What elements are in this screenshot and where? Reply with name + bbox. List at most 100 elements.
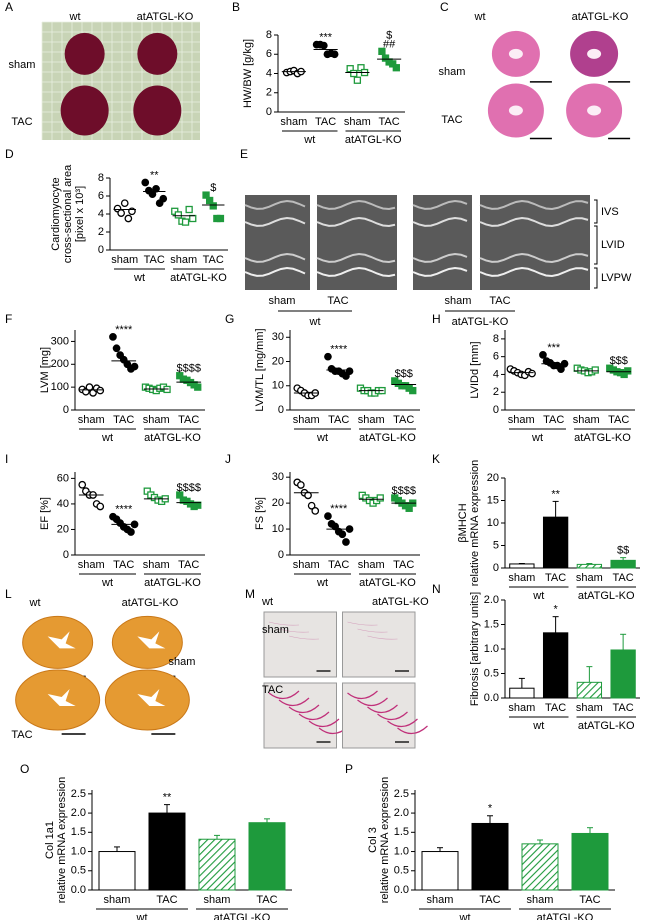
echo-trace (479, 266, 589, 277)
group-label: atATGL-KO (214, 912, 271, 920)
data-point (528, 369, 536, 378)
panel-letter: G (225, 312, 234, 326)
echo-image (317, 195, 397, 290)
significance-label: ** (163, 792, 172, 804)
group-label: wt (531, 432, 543, 444)
echo-trace (412, 252, 468, 263)
y-tick-label: 0 (493, 404, 499, 416)
x-tick-label: sham (358, 414, 385, 426)
collagen-fiber (367, 635, 398, 640)
echo-image (480, 195, 590, 290)
collagen-fiber (347, 690, 378, 700)
x-tick-label: sham (427, 894, 454, 906)
y-tick-label: 0 (98, 244, 104, 256)
panel-letter: M (245, 587, 255, 601)
column-label: wt (69, 11, 81, 23)
x-tick-label: TAC (545, 702, 566, 714)
y-tick-label: 20 (272, 497, 284, 509)
y-axis-label: Fibrosis [arbitrary units] (469, 592, 481, 706)
collagen-fiber (347, 621, 378, 626)
collagen-fiber (268, 690, 300, 700)
group-label: wt (136, 912, 148, 920)
column-label: atATGL-KO (372, 596, 429, 608)
heart-lumen (137, 631, 166, 649)
x-tick-label: TAC (328, 559, 349, 571)
significance-label: *** (319, 32, 333, 44)
bar (542, 632, 569, 699)
y-axis-label: relative mRNA expression (56, 777, 68, 904)
y-axis-label: relative mRNA expression (379, 777, 391, 904)
heart-photo (64, 32, 105, 75)
y-tick-label: 1.5 (394, 826, 409, 838)
y-tick-label: 6 (98, 190, 104, 202)
y-tick-label: 0 (493, 562, 499, 574)
bar (610, 559, 636, 569)
panel-letter: P (345, 762, 353, 776)
collagen-fiber (298, 711, 330, 721)
y-axis-label: cross-sectional area (62, 164, 74, 263)
brace (594, 225, 598, 265)
bar (421, 851, 459, 891)
column-label: atATGL-KO (137, 11, 194, 23)
y-tick-label: 0 (63, 404, 69, 416)
group-label: atATGL-KO (144, 432, 201, 444)
panel-letter: F (5, 312, 12, 326)
significance-label: ## (383, 38, 396, 50)
collagen-fiber (268, 621, 300, 626)
panel-letter: D (5, 147, 14, 161)
data-point (112, 344, 121, 353)
data-point (324, 512, 332, 520)
x-tick-label: sham (573, 414, 600, 426)
column-label: atATGL-KO (122, 597, 179, 609)
significance-label: **** (115, 324, 133, 336)
x-tick-label: TAC (489, 295, 510, 307)
x-tick-label: TAC (113, 559, 134, 571)
significance-label: $$$ (610, 355, 628, 367)
data-point (109, 333, 117, 341)
panel-letter: H (432, 312, 441, 326)
echo-trace (316, 252, 396, 263)
layer-label: LVPW (601, 272, 632, 284)
data-point (311, 507, 320, 515)
y-tick-label: 4 (266, 67, 272, 79)
significance-label: *** (547, 342, 561, 354)
y-tick-label: 6 (266, 48, 272, 60)
data-point (319, 41, 328, 50)
y-tick-label: 2 (266, 87, 272, 99)
y-tick-label: 2.0 (484, 594, 499, 606)
significance-label: $$$ (395, 368, 413, 380)
x-tick-label: sham (143, 414, 170, 426)
bar (198, 838, 236, 891)
x-tick-label: TAC (579, 894, 600, 906)
x-tick-label: TAC (545, 572, 566, 584)
x-tick-label: sham (508, 572, 535, 584)
y-tick-label: 0 (278, 549, 284, 561)
x-tick-label: sham (111, 254, 138, 266)
y-axis-label: LVIDd [mm] (469, 341, 481, 398)
echo-trace (479, 216, 589, 227)
y-tick-label: 100 (51, 381, 69, 393)
y-tick-label: 0 (266, 106, 272, 118)
y-tick-label: 4 (493, 368, 499, 380)
data-point (96, 386, 105, 395)
group-label: wt (303, 134, 315, 146)
column-label: wt (261, 596, 273, 608)
x-tick-label: TAC (203, 254, 224, 266)
bar (471, 822, 509, 891)
y-tick-label: 1.5 (484, 618, 499, 630)
y-tick-label: 0.5 (71, 865, 86, 877)
y-tick-label: 2.0 (71, 807, 86, 819)
heart-lumen (508, 105, 523, 116)
echo-image (245, 195, 310, 290)
group-label: atATGL-KO (578, 720, 635, 732)
group-label: wt (316, 577, 328, 589)
column-label: wt (474, 11, 486, 23)
y-tick-label: 0.0 (71, 884, 86, 896)
data-point (124, 214, 133, 223)
echo-trace (479, 199, 589, 210)
bar (509, 687, 535, 699)
significance-label: **** (115, 504, 133, 516)
panel-letter: L (5, 587, 12, 601)
x-tick-label: TAC (113, 414, 134, 426)
y-tick-label: 2 (493, 386, 499, 398)
